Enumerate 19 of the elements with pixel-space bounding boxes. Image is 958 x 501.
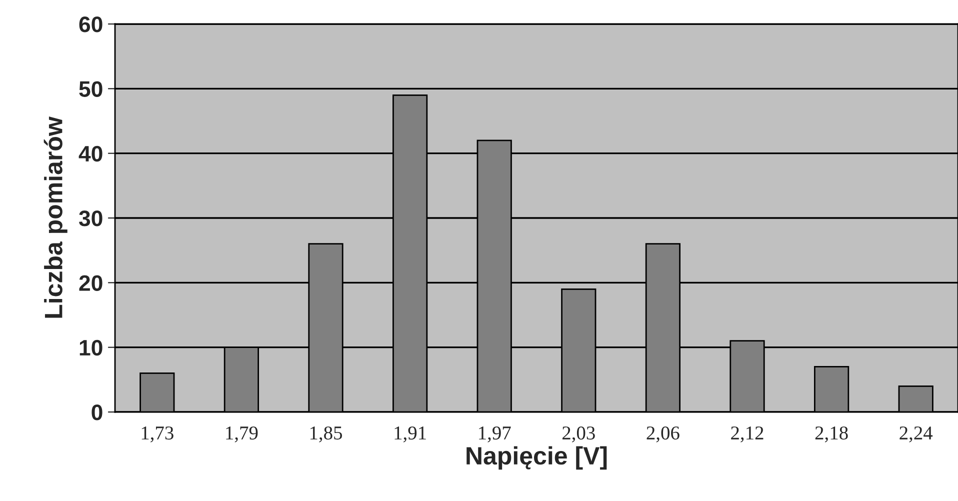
y-tick-label: 40 bbox=[78, 146, 102, 162]
y-tick-label: 50 bbox=[79, 81, 102, 97]
y-tick-label: 60 bbox=[79, 16, 102, 32]
y-tick-label: 20 bbox=[79, 275, 102, 291]
x-tick-label: 1,79 bbox=[226, 426, 258, 442]
x-tick-label: 1,85 bbox=[310, 426, 342, 442]
y-axis-title: Liczba pomiarów bbox=[44, 116, 68, 318]
x-tick-label: 2,18 bbox=[815, 426, 848, 442]
y-tick-label: 0 bbox=[92, 404, 102, 420]
y-tick-label: 10 bbox=[80, 340, 102, 356]
x-tick-label: 2,06 bbox=[646, 426, 680, 442]
x-axis-title: Napięcie [V] bbox=[466, 446, 607, 470]
x-tick-label: 1,97 bbox=[479, 426, 511, 442]
y-tick-label: 30 bbox=[78, 210, 102, 226]
x-tick-label: 1,73 bbox=[142, 426, 174, 442]
x-tick-label: 1,91 bbox=[394, 426, 426, 442]
x-tick-label: 2,24 bbox=[900, 426, 933, 442]
x-tick-label: 2,03 bbox=[562, 426, 595, 442]
x-tick-label: 2,12 bbox=[731, 426, 764, 442]
